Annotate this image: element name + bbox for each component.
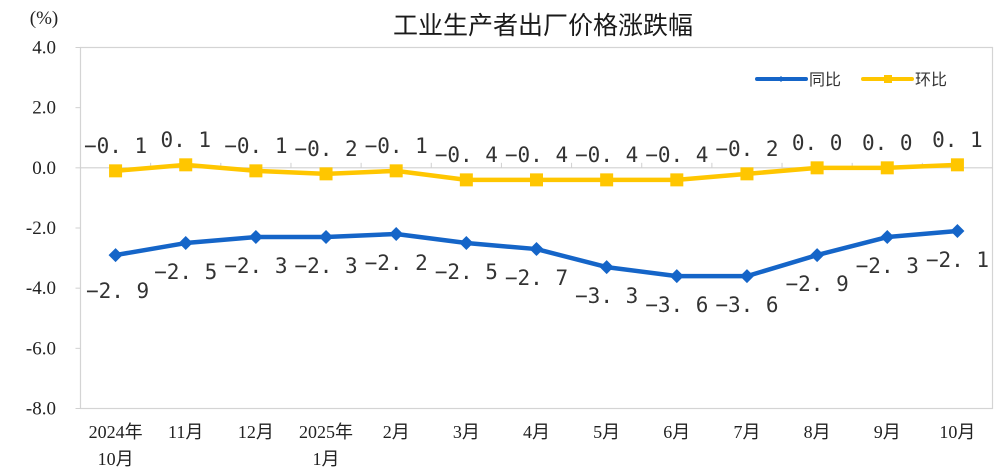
y-tick-label: 0.0 [32,158,56,179]
square-marker-icon[interactable] [600,173,614,187]
series-layer [108,158,965,284]
diamond-marker-icon[interactable] [739,269,754,284]
data-label: −2. 3 [856,254,919,278]
legend-item-mom[interactable]: 环比 [861,70,947,89]
x-tick-label: 10月 [939,422,975,442]
square-marker-icon[interactable] [670,173,684,187]
plot-area [79,46,994,410]
diamond-marker-icon[interactable] [810,248,825,263]
data-label: −2. 1 [926,248,989,272]
x-tick-label: 12月 [238,422,274,442]
chart-title: 工业生产者出厂价格涨跌幅 [393,11,693,40]
y-tick-label: 4.0 [32,38,56,59]
data-label: −3. 3 [575,284,638,308]
square-marker-icon[interactable] [459,173,473,187]
x-tick-label: 9月 [874,422,901,442]
data-label: −2. 3 [224,254,287,278]
data-label: 0. 0 [792,131,843,155]
legend-label-yoy: 同比 [809,70,841,89]
data-label: −0. 4 [435,143,498,167]
data-label: −2. 9 [786,272,849,296]
x-tick-label: 7月 [733,422,760,442]
legend-item-yoy[interactable]: 同比 [755,70,841,89]
y-tick-label: -8.0 [26,399,56,420]
diamond-marker-icon[interactable] [950,224,965,239]
legend: 同比 环比 [755,70,947,89]
y-axis: 4.0 2.0 0.0 -2.0 -4.0 -6.0 -8.0 [26,38,81,420]
data-label: −0. 4 [505,143,568,167]
data-label: −2. 9 [86,279,149,303]
square-marker-icon[interactable] [389,164,403,178]
diamond-marker-icon[interactable] [178,236,193,251]
y-tick-label: 2.0 [32,98,56,119]
x-tick-label: 5月 [593,422,620,442]
data-label: 0. 0 [862,131,913,155]
diamond-marker-icon[interactable] [108,248,123,263]
square-marker-icon[interactable] [109,164,123,178]
data-label: −0. 2 [715,137,778,161]
data-label: 0. 1 [932,128,983,152]
diamond-marker-icon[interactable] [880,230,895,245]
diamond-marker-icon[interactable] [248,230,263,245]
square-marker-icon[interactable] [530,173,543,187]
x-tick-label: 1月 [313,449,340,469]
data-label: 0. 1 [160,128,211,152]
x-tick-label: 6月 [663,422,690,442]
legend-label-mom: 环比 [915,70,947,89]
data-label: −0. 4 [645,143,708,167]
data-label: −0. 1 [365,134,428,158]
x-tick-label: 2024年 [89,422,143,442]
y-tick-label: -4.0 [26,278,56,299]
y-axis-unit-label: (%) [30,8,58,29]
square-marker-icon[interactable] [880,161,894,175]
x-tick-label: 3月 [453,422,480,442]
x-tick-label: 11月 [168,422,203,442]
data-label: −3. 6 [715,293,778,317]
x-tick-label: 4月 [523,422,550,442]
square-marker-icon[interactable] [319,167,333,181]
data-label: −2. 5 [154,260,217,284]
data-label: −2. 2 [365,251,428,275]
data-label: −0. 1 [84,134,147,158]
data-label: −0. 4 [575,143,638,167]
x-tick-label: 8月 [804,422,831,442]
diamond-marker-icon[interactable] [389,227,404,242]
diamond-marker-icon[interactable] [599,260,614,275]
square-marker-icon[interactable] [810,161,824,175]
data-label: −2. 5 [435,260,498,284]
square-marker-icon[interactable] [950,158,964,172]
square-marker-icon[interactable] [179,158,193,172]
x-axis: 2024年 10月 11月 12月 2025年 1月 2月 3月 4月 5月 6月 7月 8月 9月 10月 [89,422,976,469]
x-tick-label: 2025年 [299,422,353,442]
data-label: −3. 6 [645,293,708,317]
diamond-marker-icon[interactable] [459,236,474,251]
x-tick-label: 2月 [383,422,410,442]
x-tick-label: 10月 [98,449,134,469]
data-labels: −2. 9−2. 5 −2. 3 −2. 3 −2. 2 −2. 5 −2. 7−3. 3… [84,128,989,317]
data-label: −0. 2 [294,137,357,161]
y-tick-label: -6.0 [26,338,56,359]
diamond-marker-icon[interactable] [319,230,334,245]
square-marker-icon[interactable] [249,164,263,178]
diamond-marker-icon[interactable] [529,242,544,257]
square-marker-icon[interactable] [740,167,754,181]
data-label: −2. 7 [505,266,568,290]
data-label: −0. 1 [224,134,287,158]
y-tick-label: -2.0 [26,218,56,239]
data-label: −2. 3 [294,254,357,278]
diamond-marker-icon[interactable] [669,269,684,284]
